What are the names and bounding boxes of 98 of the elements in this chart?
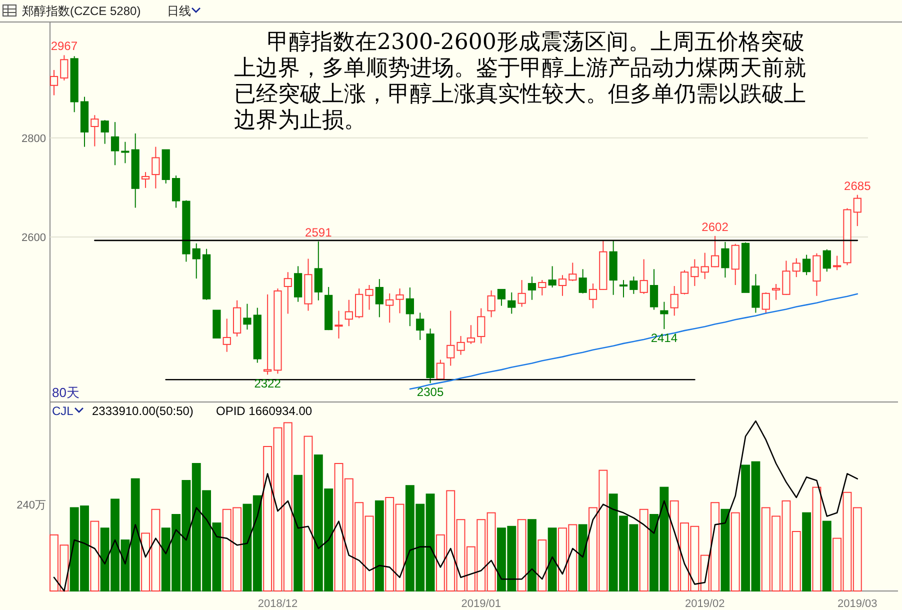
candlestick bbox=[833, 255, 842, 271]
bar bbox=[374, 500, 384, 592]
candlestick bbox=[578, 268, 587, 294]
candlestick bbox=[477, 308, 486, 344]
candlestick bbox=[802, 254, 811, 276]
candlestick bbox=[192, 242, 200, 280]
candlestick bbox=[508, 292, 516, 314]
bar bbox=[720, 508, 730, 592]
annotation: 2322 bbox=[254, 376, 282, 391]
text: 240万 bbox=[16, 499, 46, 512]
candlestick bbox=[121, 141, 130, 164]
bar bbox=[730, 512, 740, 592]
candlestick bbox=[436, 359, 445, 381]
bar bbox=[304, 436, 313, 592]
candlestick bbox=[314, 240, 322, 301]
chart-subtitle: 日线 bbox=[167, 4, 191, 18]
annotation: 2967 bbox=[50, 39, 78, 54]
annotation: 2305 bbox=[416, 385, 444, 400]
candlestick bbox=[619, 280, 628, 298]
y-tick-label: 2800 bbox=[22, 132, 46, 145]
bar bbox=[639, 508, 648, 592]
candlestick bbox=[141, 172, 150, 188]
bar bbox=[90, 520, 100, 592]
candlestick bbox=[294, 266, 302, 302]
candlestick bbox=[172, 175, 180, 208]
candlestick bbox=[731, 243, 740, 286]
candlestick bbox=[243, 303, 252, 330]
candlestick bbox=[782, 260, 790, 296]
annotation: 甲醇指数在2300-2600形成震荡区间。上周五价格突破上边界，多单顺势进场。鉴于甲醇上游产品动力煤两天前就已经突破上涨，甲醇上涨真实性较大。但多单仍需以跌破上边界为止损。 bbox=[234, 30, 807, 134]
candlestick bbox=[650, 268, 658, 310]
candlestick bbox=[721, 241, 730, 278]
candlestick bbox=[50, 70, 58, 96]
text: CJL bbox=[52, 404, 74, 418]
candlestick bbox=[110, 122, 120, 166]
candlestick bbox=[670, 285, 678, 316]
text: 2333910.00(50:50) bbox=[92, 404, 194, 418]
candlestick bbox=[375, 278, 384, 318]
candlestick bbox=[752, 274, 760, 314]
candlestick bbox=[853, 194, 862, 227]
bar bbox=[294, 474, 303, 592]
candlestick bbox=[548, 266, 556, 288]
candlestick bbox=[406, 286, 414, 327]
bar bbox=[822, 520, 832, 592]
text: OPID 1660934.00 bbox=[216, 404, 312, 418]
candlestick bbox=[762, 292, 770, 314]
candlestick bbox=[487, 290, 496, 318]
candlestick bbox=[365, 284, 374, 310]
candlestick bbox=[710, 235, 720, 268]
bar bbox=[538, 540, 547, 592]
x-tick-label: 2019/03 bbox=[838, 598, 878, 610]
x-tick-label: 2019/02 bbox=[684, 598, 725, 610]
candlestick bbox=[456, 336, 465, 356]
candlestick bbox=[100, 120, 109, 144]
candlestick bbox=[772, 284, 780, 300]
candlestick bbox=[558, 274, 567, 296]
candlestick bbox=[386, 292, 394, 324]
candlestick bbox=[792, 258, 800, 278]
annotation: 80天 bbox=[52, 385, 80, 400]
candlestick bbox=[355, 288, 364, 319]
candlestick bbox=[152, 146, 160, 189]
candlestick bbox=[396, 288, 404, 314]
candlestick bbox=[284, 272, 292, 314]
candlestick bbox=[416, 312, 424, 340]
candlestick bbox=[334, 310, 343, 339]
bar bbox=[578, 524, 588, 592]
candlestick bbox=[700, 252, 709, 280]
annotation: 2414 bbox=[650, 331, 678, 346]
bar bbox=[528, 519, 536, 592]
bar bbox=[548, 528, 557, 592]
y-tick-label: 2600 bbox=[22, 232, 46, 244]
candlestick bbox=[680, 270, 689, 295]
candlestick bbox=[690, 258, 699, 286]
x-tick-label: 2018/12 bbox=[258, 598, 298, 610]
annotation: 2685 bbox=[844, 178, 872, 193]
candlestick bbox=[344, 299, 353, 327]
chart-title: 郑醇指数(CZCE 5280) bbox=[22, 4, 141, 18]
candlestick bbox=[568, 262, 577, 282]
annotation: 2602 bbox=[702, 220, 729, 234]
candlestick bbox=[640, 258, 648, 294]
candlestick bbox=[588, 283, 598, 309]
candlestick bbox=[660, 301, 668, 330]
candlestick bbox=[446, 310, 455, 366]
candlestick bbox=[60, 54, 68, 81]
candlestick bbox=[466, 324, 476, 344]
candlestick bbox=[264, 294, 272, 376]
candlestick bbox=[518, 280, 526, 308]
candlestick bbox=[497, 288, 506, 306]
candlestick bbox=[222, 318, 231, 352]
bar bbox=[517, 519, 526, 592]
candlestick bbox=[528, 276, 536, 300]
candlestick bbox=[630, 276, 638, 294]
bar bbox=[812, 486, 822, 592]
x-tick-label: 2019/01 bbox=[461, 598, 502, 610]
candlestick bbox=[90, 114, 99, 147]
candlestick bbox=[538, 280, 546, 296]
bar bbox=[802, 512, 812, 592]
candlestick bbox=[822, 248, 831, 272]
annotation: 2591 bbox=[305, 225, 332, 240]
